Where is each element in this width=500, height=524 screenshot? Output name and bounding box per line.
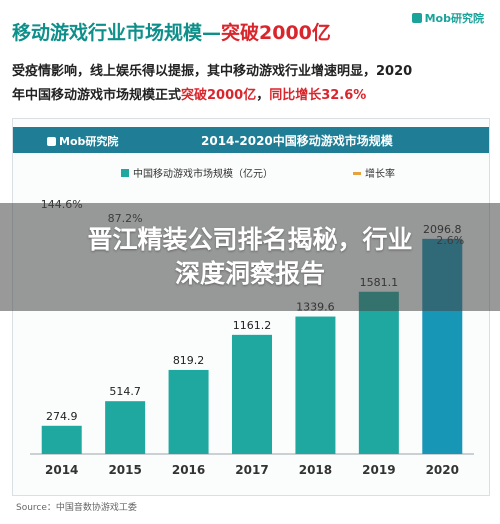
headline-highlight: 突破2000亿 — [221, 22, 331, 44]
brand-name: Mob研究院 — [424, 12, 484, 25]
data-label-2015: 514.7 — [109, 385, 141, 398]
data-label-2016: 819.2 — [173, 354, 205, 367]
mob-logo-icon — [411, 13, 422, 23]
x-tick-2016: 2016 — [172, 463, 205, 477]
chart-legend: 中国移动游戏市场规模（亿元） 增长率 — [13, 165, 489, 181]
mob-logo-icon — [47, 137, 56, 146]
title-row: 移动游戏行业市场规模—突破2000亿 Mob研究院 — [0, 0, 500, 52]
subhead-line-2-mid: ， — [256, 88, 270, 103]
chart-title: 2014-2020中国移动游戏市场规模 — [201, 134, 393, 148]
subhead-line-2-prefix: 年中国移动游戏市场规模正式 — [12, 88, 182, 103]
overlay-line-1: 晋江精装公司排名揭秘，行业 — [87, 225, 413, 254]
legend-item-market-size: 中国移动游戏市场规模（亿元） — [121, 165, 273, 180]
x-tick-2015: 2015 — [108, 463, 141, 477]
x-tick-2019: 2019 — [362, 463, 395, 477]
x-tick-2014: 2014 — [45, 463, 78, 477]
overlay-caption: 晋江精装公司排名揭秘，行业 深度洞察报告 — [0, 223, 500, 291]
x-tick-2017: 2017 — [235, 463, 268, 477]
legend-label-growth: 增长率 — [365, 169, 395, 180]
subhead: 受疫情影响，线上娱乐得以提振，其中移动游戏行业增速明显，2020 年中国移动游戏… — [12, 60, 488, 108]
x-tick-2018: 2018 — [299, 463, 332, 477]
subhead-line-2: 年中国移动游戏市场规模正式突破2000亿，同比增长32.6% — [12, 84, 488, 108]
data-label-2014: 274.9 — [46, 410, 78, 423]
overlay-line-2: 深度洞察报告 — [174, 259, 325, 288]
chart-banner: Mob研究院 2014-2020中国移动游戏市场规模 — [13, 127, 489, 153]
headline-main: 移动游戏行业市场规模— — [12, 22, 222, 44]
bar-2019 — [358, 291, 399, 454]
subhead-line-1: 受疫情影响，线上娱乐得以提振，其中移动游戏行业增速明显，2020 — [12, 64, 413, 79]
bar-2018 — [295, 316, 336, 454]
legend-swatch-bar — [121, 169, 129, 177]
banner-brand: Mob研究院 — [59, 135, 119, 148]
data-label-2017: 1161.2 — [233, 319, 272, 332]
bar-2016 — [168, 369, 209, 454]
banner-logo: Mob研究院 — [47, 133, 118, 149]
legend-swatch-line — [353, 172, 361, 175]
brand-logo: Mob研究院 — [411, 10, 484, 26]
bar-2017 — [232, 334, 272, 454]
subhead-highlight-2: 同比增长32.6% — [269, 88, 367, 103]
overlay-band — [0, 203, 500, 311]
bar-2015 — [105, 401, 146, 454]
source-note: Source：中国音数协游戏工委 — [16, 503, 137, 513]
headline: 移动游戏行业市场规模—突破2000亿 — [12, 18, 331, 45]
bar-2014 — [41, 425, 82, 454]
x-tick-2020: 2020 — [426, 463, 459, 477]
legend-label-market-size: 中国移动游戏市场规模（亿元） — [133, 169, 273, 180]
legend-item-growth: 增长率 — [353, 165, 395, 180]
subhead-highlight-1: 突破2000亿 — [181, 88, 257, 103]
